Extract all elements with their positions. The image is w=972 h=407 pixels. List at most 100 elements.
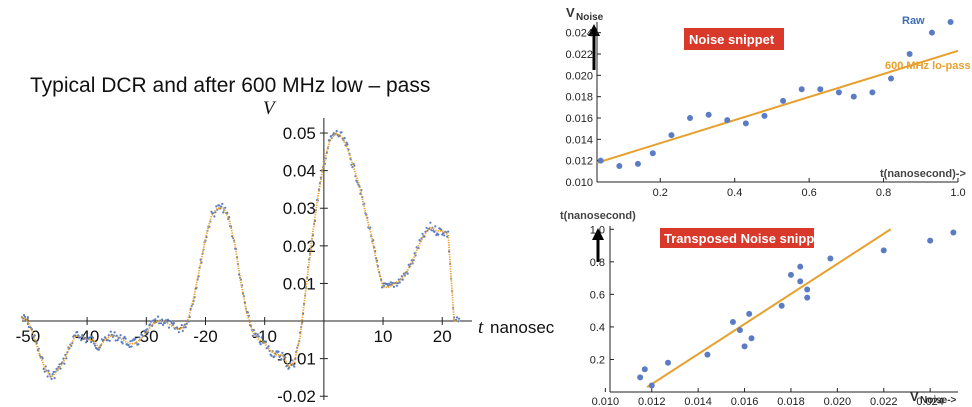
dcr-raw-point [429,221,432,224]
noise-snippet-chart: V Noise Noise snippet Raw 600 MHz lo-pas… [565,5,970,199]
noise-raw-point [724,117,731,124]
svg-text:Noise: Noise [576,12,604,23]
dcr-raw-point [41,357,44,360]
dcr-raw-point [138,336,141,339]
transposed-x-tick-label: 0.018 [777,396,805,407]
dcr-raw-series [20,130,461,381]
dcr-raw-point [93,344,97,347]
transposed-raw-point [927,237,934,244]
transposed-y-axis-label: t(nanosecond) [560,210,636,222]
dcr-raw-point [47,369,50,372]
transposed-raw-point [729,319,736,326]
transposed-x-tick-label: 0.016 [731,396,759,407]
transposed-lowpass-line [646,228,892,388]
transposed-raw-point [797,263,804,270]
dcr-raw-point [62,357,65,360]
dcr-raw-point [293,365,296,368]
transposed-raw-point [787,271,794,278]
dcr-raw-point [147,331,150,334]
svg-text:V: V [566,5,575,20]
noise-raw-point [597,157,604,164]
transposed-y-tick-label: 0.8 [590,257,605,269]
noise-y-tick-label: 0.022 [565,49,593,61]
dcr-raw-point [177,331,180,334]
dcr-raw-point [402,272,405,275]
dcr-raw-point [91,336,95,339]
dcr-raw-point [129,340,132,343]
dcr-x-tick-label: -40 [75,327,100,346]
dcr-x-tick-label: -10 [252,327,277,346]
transposed-title: Transposed Noise snippet [664,231,826,246]
transposed-badge [660,228,814,248]
dcr-raw-point [335,130,338,133]
dcr-raw-point [254,332,257,335]
noise-y-tick-label: 0.010 [565,177,593,189]
dcr-raw-point [59,367,62,370]
dcr-raw-point [43,370,46,373]
dcr-raw-point [106,339,109,342]
transposed-raw-point [665,359,671,366]
transposed-raw-point [746,310,753,317]
dcr-raw-point [443,234,446,237]
dcr-raw-point [437,233,440,236]
dcr-raw-point [160,322,163,325]
dcr-raw-point [42,367,45,370]
dcr-raw-point [346,143,349,146]
dcr-raw-point [172,322,175,325]
noise-raw-point [947,19,954,25]
dcr-y-tick-label: 0.04 [283,162,316,181]
noise-snippet-badge [684,28,784,50]
dcr-raw-point [157,315,160,318]
dcr-raw-point [434,225,437,228]
dcr-raw-point [329,135,332,138]
dcr-raw-point [226,211,229,214]
dcr-raw-point [455,316,459,319]
noise-raw-point [817,86,824,93]
noise-y-tick-label: 0.018 [565,92,593,104]
transposed-x-tick-label: 0.020 [824,396,852,407]
dcr-raw-point [53,377,56,380]
dcr-raw-point [113,331,116,334]
noise-raw-point [634,160,641,167]
noise-snippet-title: Noise snippet [689,32,775,47]
transposed-x-tick-label: 0.012 [638,396,666,407]
noise-raw-point [616,163,623,169]
dcr-raw-point [256,333,259,336]
dcr-raw-point [343,136,346,140]
noise-y-tick-label: 0.014 [565,134,593,146]
dcr-raw-point [257,335,260,338]
noise-raw-point [649,150,656,157]
noise-x-tick-label: 0.4 [727,187,742,199]
dcr-raw-point [85,341,88,344]
transposed-raw-point [804,294,811,301]
dcr-raw-point [169,320,173,323]
dcr-raw-point [116,339,119,342]
dcr-raw-point [165,320,169,323]
dcr-raw-point [281,351,284,354]
noise-raw-point [850,93,857,100]
dcr-raw-point [445,231,448,234]
dcr-raw-point [109,330,112,333]
noise-raw-point [928,29,935,36]
dcr-raw-point [398,281,401,284]
transposed-raw-point [741,343,748,350]
transposed-raw-point [880,247,887,254]
dcr-raw-point [121,342,124,345]
dcr-raw-point [259,343,262,346]
dcr-raw-point [277,350,280,353]
noise-legend-lowpass: 600 MHz lo-pass [885,60,971,72]
noise-raw-point [869,89,876,96]
dcr-raw-point [162,323,165,326]
transposed-raw-point [950,229,957,236]
noise-x-tick-label: 1.0 [950,187,965,199]
transposed-x-tick-label: 0.022 [870,396,898,407]
dcr-raw-point [110,333,113,336]
dcr-x-tick-label: 20 [433,327,452,346]
noise-raw-point [835,89,842,96]
dcr-raw-point [123,335,126,338]
svg-text:t: t [478,317,484,338]
dcr-raw-point [385,282,389,286]
dcr-raw-point [345,141,348,144]
dcr-y-tick-label: 0.02 [283,237,316,256]
transposed-raw-point [637,374,644,381]
